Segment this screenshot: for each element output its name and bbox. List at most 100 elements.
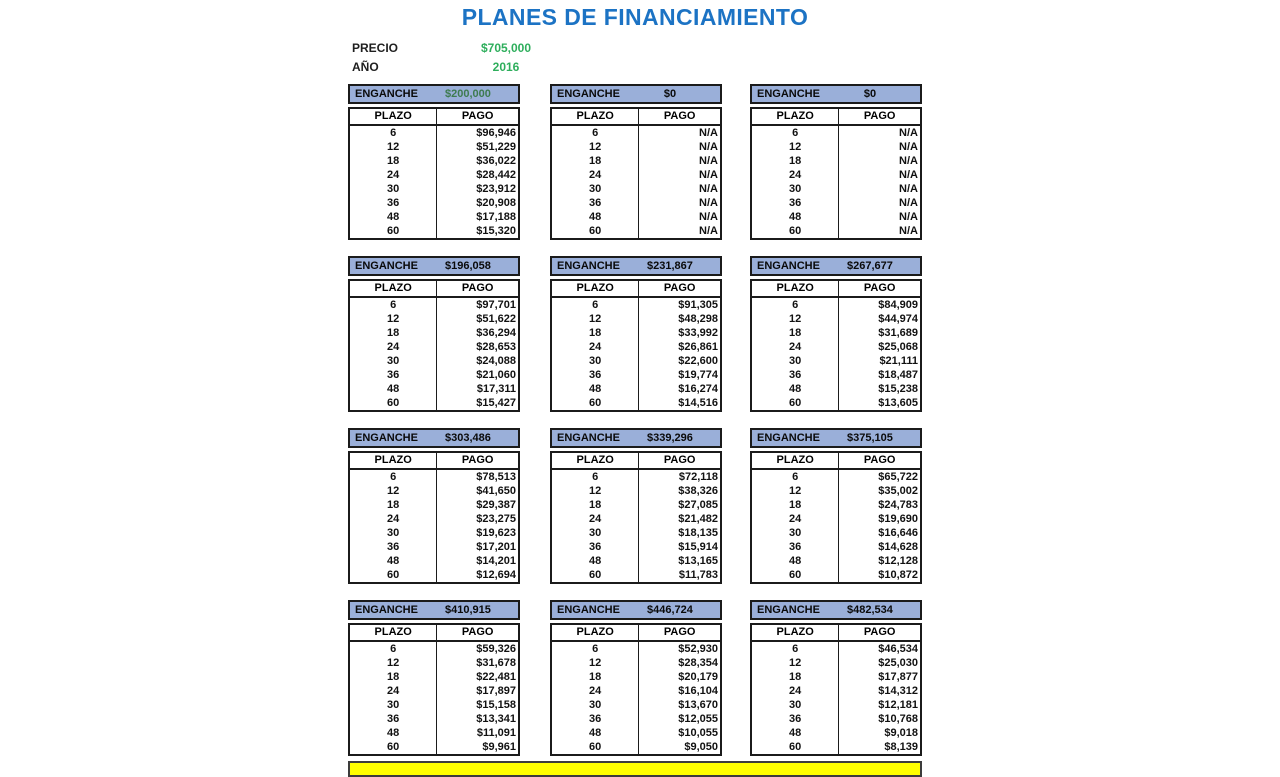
- enganche-value: $0: [863, 88, 877, 100]
- plan-row: 6 $52,930: [552, 642, 720, 656]
- plazo-header: PLAZO: [350, 281, 438, 296]
- plan-row: 36 $12,055: [552, 712, 720, 726]
- plan-row: 60 N/A: [552, 224, 720, 238]
- plan-row: 30 $19,623: [350, 526, 518, 540]
- plan-row: 18 $20,179: [552, 670, 720, 684]
- plazo-cell: 60: [350, 740, 438, 754]
- pago-cell: $14,201: [476, 555, 516, 567]
- plan-row: 30 $15,158: [350, 698, 518, 712]
- plazo-cell: 48: [350, 382, 438, 396]
- plazo-cell: 36: [752, 368, 840, 382]
- plazo-cell: 18: [552, 498, 640, 512]
- plan-table-header: PLAZO PAGO: [752, 625, 920, 642]
- financing-plan: ENGANCHE $196,058 PLAZO PAGO 6 $97,701 12 $…: [348, 256, 520, 412]
- pago-cell: $28,442: [476, 169, 516, 181]
- plazo-header: PLAZO: [350, 625, 438, 640]
- plan-table: PLAZO PAGO 6 $96,946 12 $51,229 18 $36,022 24 $…: [348, 107, 520, 240]
- plazo-cell: 12: [752, 312, 840, 326]
- pago-cell: $51,229: [476, 141, 516, 153]
- plazo-cell: 60: [350, 568, 438, 582]
- plazo-cell: 36: [752, 540, 840, 554]
- plazo-header: PLAZO: [552, 109, 640, 124]
- plazo-cell: 60: [350, 224, 438, 238]
- plan-row: 36 $15,914: [552, 540, 720, 554]
- plazo-cell: 48: [552, 554, 640, 568]
- plan-row: 12 N/A: [752, 140, 920, 154]
- plan-table: PLAZO PAGO 6 $59,326 12 $31,678 18 $22,481 24 $…: [348, 623, 520, 756]
- pago-cell: N/A: [699, 127, 718, 139]
- plazo-header: PLAZO: [552, 625, 640, 640]
- plan-row: 36 $18,487: [752, 368, 920, 382]
- pago-cell: $16,646: [878, 527, 918, 539]
- plazo-cell: 48: [752, 726, 840, 740]
- plazo-header: PLAZO: [752, 453, 840, 468]
- plazo-cell: 6: [752, 470, 840, 484]
- plan-row: 60 $12,694: [350, 568, 518, 582]
- plan-row: 36 $14,628: [752, 540, 920, 554]
- pago-cell: $17,188: [476, 211, 516, 223]
- plazo-cell: 12: [350, 312, 438, 326]
- pago-header: PAGO: [663, 454, 696, 466]
- enganche-value: $410,915: [445, 604, 491, 616]
- plazo-cell: 48: [752, 382, 840, 396]
- plan-row: 30 N/A: [752, 182, 920, 196]
- plazo-cell: 18: [552, 326, 640, 340]
- plazo-cell: 30: [552, 354, 640, 368]
- plazo-cell: 12: [350, 140, 438, 154]
- plan-row: 18 $24,783: [752, 498, 920, 512]
- plazo-header: PLAZO: [752, 625, 840, 640]
- pago-cell: N/A: [899, 141, 918, 153]
- pago-cell: $29,387: [476, 499, 516, 511]
- plan-table-header: PLAZO PAGO: [350, 625, 518, 642]
- enganche-label: ENGANCHE: [557, 88, 620, 100]
- pago-cell: $9,018: [884, 727, 918, 739]
- financing-plan: ENGANCHE $375,105 PLAZO PAGO 6 $65,722 12 $…: [750, 428, 922, 584]
- plazo-cell: 6: [350, 126, 438, 140]
- pago-cell: $26,861: [678, 341, 718, 353]
- pago-cell: $25,030: [878, 657, 918, 669]
- plazo-cell: 12: [552, 140, 640, 154]
- ano-value: 2016: [492, 60, 520, 74]
- pago-cell: $19,774: [678, 369, 718, 381]
- plan-row: 6 $72,118: [552, 470, 720, 484]
- pago-cell: N/A: [699, 141, 718, 153]
- plan-row: 48 $12,128: [752, 554, 920, 568]
- pago-cell: $12,128: [878, 555, 918, 567]
- pago-cell: $15,238: [878, 383, 918, 395]
- pago-cell: $15,427: [476, 397, 516, 409]
- pago-cell: $72,118: [678, 471, 718, 483]
- pago-cell: $27,085: [678, 499, 718, 511]
- plan-table: PLAZO PAGO 6 $84,909 12 $44,974 18 $31,689 24 $…: [750, 279, 922, 412]
- pago-cell: N/A: [699, 197, 718, 209]
- pago-cell: $15,320: [476, 225, 516, 237]
- plan-row: 60 $10,872: [752, 568, 920, 582]
- enganche-header-bar: ENGANCHE $339,296: [550, 428, 722, 448]
- plazo-cell: 36: [350, 712, 438, 726]
- pago-cell: $23,275: [476, 513, 516, 525]
- plan-table-body: 6 $84,909 12 $44,974 18 $31,689 24 $25,068 30 $21…: [752, 298, 920, 410]
- plan-table-body: 6 $78,513 12 $41,650 18 $29,387 24 $23,275 30 $19…: [350, 470, 518, 582]
- plan-row: 18 $27,085: [552, 498, 720, 512]
- plan-row: 60 $9,961: [350, 740, 518, 754]
- enganche-header-bar: ENGANCHE $196,058: [348, 256, 520, 276]
- plazo-cell: 24: [752, 684, 840, 698]
- plazo-cell: 6: [752, 126, 840, 140]
- pago-cell: $22,481: [476, 671, 516, 683]
- plazo-cell: 60: [552, 224, 640, 238]
- plan-row: 60 $15,427: [350, 396, 518, 410]
- precio-label: PRECIO: [352, 41, 399, 55]
- plazo-cell: 24: [350, 340, 438, 354]
- plan-row: 18 $33,992: [552, 326, 720, 340]
- plazo-header: PLAZO: [752, 281, 840, 296]
- pago-header: PAGO: [461, 626, 494, 638]
- plan-row: 36 N/A: [552, 196, 720, 210]
- enganche-label: ENGANCHE: [355, 604, 418, 616]
- plan-row: 36 $20,908: [350, 196, 518, 210]
- plan-row: 6 $84,909: [752, 298, 920, 312]
- plazo-cell: 30: [752, 354, 840, 368]
- pago-cell: N/A: [899, 211, 918, 223]
- pago-cell: $51,622: [476, 313, 516, 325]
- plan-table-header: PLAZO PAGO: [350, 109, 518, 126]
- enganche-header-bar: ENGANCHE $200,000: [348, 84, 520, 104]
- plan-row: 24 N/A: [752, 168, 920, 182]
